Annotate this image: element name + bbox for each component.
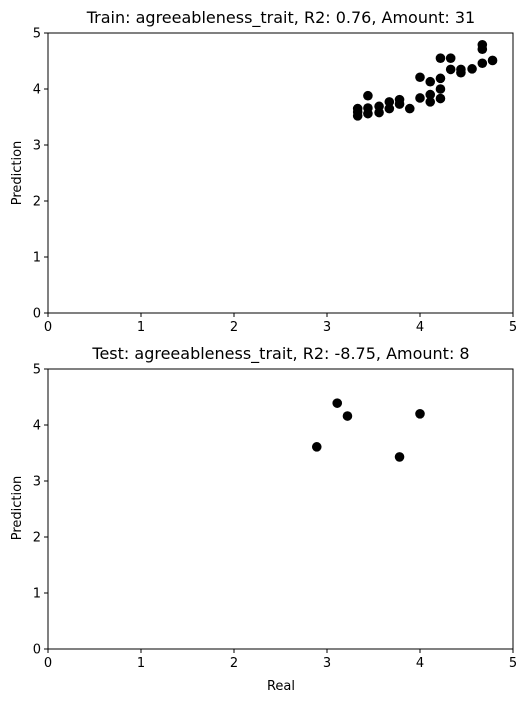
test-x-tick-label: 5 bbox=[509, 656, 517, 671]
train-chart-title: Train: agreeableness_trait, R2: 0.76, Am… bbox=[86, 8, 475, 28]
train-x-tick-label: 3 bbox=[323, 320, 331, 335]
test-scatter-point bbox=[342, 411, 353, 421]
test-y-tick-label: 2 bbox=[33, 531, 41, 546]
test-scatter-point bbox=[311, 442, 322, 452]
train-scatter-point bbox=[435, 73, 446, 84]
test-x-tick-label: 4 bbox=[416, 656, 424, 671]
test-scatter-point bbox=[415, 409, 425, 419]
train-x-tick-label: 1 bbox=[137, 320, 145, 335]
train-y-tick-label: 5 bbox=[33, 27, 41, 42]
train-scatter-points bbox=[352, 39, 498, 121]
test-x-tick-label: 2 bbox=[230, 656, 238, 671]
train-scatter-point bbox=[487, 55, 498, 66]
train-scatter-point bbox=[384, 103, 395, 114]
train-scatter-point bbox=[435, 93, 446, 104]
test-y-tick-label: 5 bbox=[33, 363, 41, 378]
train-x-tick-label: 4 bbox=[416, 320, 424, 335]
train-scatter-point bbox=[404, 103, 415, 114]
test-x-tick-label: 1 bbox=[137, 656, 145, 671]
train-y-tick-label: 3 bbox=[33, 139, 41, 154]
train-y-tick-label: 2 bbox=[33, 195, 41, 210]
test-scatter-points bbox=[311, 398, 425, 462]
test-scatter-point bbox=[394, 452, 405, 462]
test-x-tick-label: 0 bbox=[44, 656, 52, 671]
test-chart: Test: agreeableness_trait, R2: -8.75, Am… bbox=[10, 344, 517, 694]
train-scatter-point bbox=[415, 93, 425, 103]
train-y-axis-label: Prediction bbox=[10, 141, 25, 206]
train-axis-ticks: 0 1 2 3 4 5 0 1 2 3 4 5 bbox=[33, 27, 517, 336]
test-y-tick-label: 4 bbox=[33, 419, 41, 434]
train-plot-frame bbox=[47, 32, 514, 314]
train-scatter-point bbox=[425, 76, 436, 87]
train-scatter-point bbox=[456, 64, 466, 75]
test-y-axis-label: Prediction bbox=[10, 476, 25, 541]
train-scatter-point bbox=[477, 39, 488, 50]
train-scatter-point bbox=[445, 64, 456, 75]
train-x-tick-label: 5 bbox=[509, 320, 517, 335]
train-y-tick-label: 1 bbox=[33, 251, 41, 266]
train-scatter-point bbox=[384, 97, 395, 107]
train-scatter-point bbox=[415, 72, 425, 83]
train-scatter-point bbox=[477, 58, 488, 69]
test-scatter-point bbox=[332, 398, 343, 408]
train-scatter-point bbox=[425, 97, 436, 107]
test-y-tick-label: 1 bbox=[33, 587, 41, 602]
test-axis-ticks: 0 1 2 3 4 5 0 1 2 3 4 5 bbox=[33, 363, 517, 672]
train-scatter-point bbox=[445, 53, 456, 63]
test-chart-title: Test: agreeableness_trait, R2: -8.75, Am… bbox=[91, 344, 469, 364]
train-scatter-point bbox=[374, 101, 384, 112]
test-y-tick-label: 3 bbox=[33, 475, 41, 490]
train-scatter-point bbox=[467, 64, 477, 74]
test-plot-frame bbox=[47, 368, 514, 650]
train-y-tick-label: 4 bbox=[33, 83, 41, 98]
train-y-tick-label: 0 bbox=[33, 307, 41, 322]
train-chart: Train: agreeableness_trait, R2: 0.76, Am… bbox=[10, 8, 517, 335]
train-x-tick-label: 2 bbox=[230, 320, 238, 335]
train-scatter-point bbox=[363, 90, 373, 101]
train-scatter-point bbox=[435, 84, 446, 94]
train-scatter-point bbox=[363, 103, 373, 113]
train-scatter-point bbox=[435, 53, 446, 63]
train-scatter-point bbox=[425, 89, 436, 100]
test-x-tick-label: 3 bbox=[323, 656, 331, 671]
test-y-tick-label: 0 bbox=[33, 643, 41, 658]
test-x-axis-label: Real bbox=[267, 679, 295, 694]
train-x-tick-label: 0 bbox=[44, 320, 52, 335]
train-scatter-point bbox=[394, 94, 405, 105]
train-scatter-point bbox=[352, 107, 363, 117]
